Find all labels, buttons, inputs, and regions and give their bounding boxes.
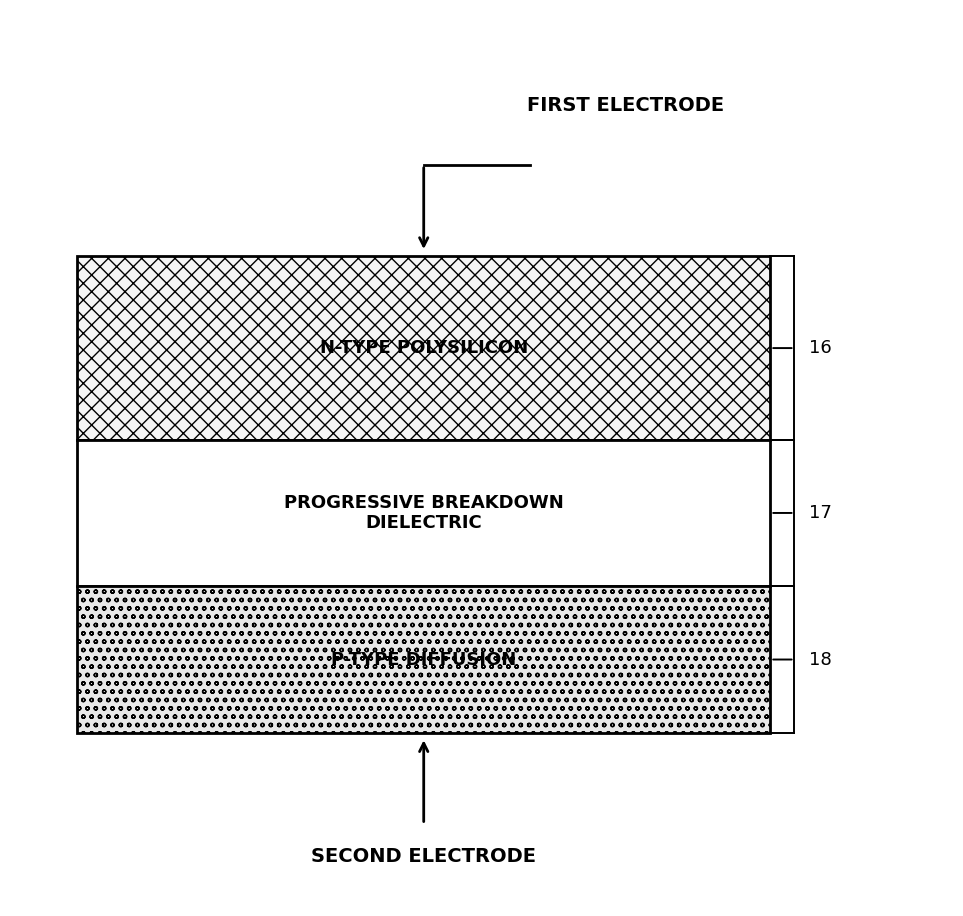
Text: N-TYPE POLYSILICON: N-TYPE POLYSILICON xyxy=(320,339,528,357)
Bar xyxy=(77,440,770,586)
Bar xyxy=(77,256,770,440)
Bar xyxy=(77,586,770,733)
Text: SECOND ELECTRODE: SECOND ELECTRODE xyxy=(311,847,536,866)
Text: PROGRESSIVE BREAKDOWN
DIELECTRIC: PROGRESSIVE BREAKDOWN DIELECTRIC xyxy=(284,494,563,532)
Text: 17: 17 xyxy=(809,504,832,522)
Text: P-TYPE DIFFUSION: P-TYPE DIFFUSION xyxy=(331,650,516,669)
Text: 16: 16 xyxy=(809,339,832,357)
Text: FIRST ELECTRODE: FIRST ELECTRODE xyxy=(528,96,724,114)
Text: 18: 18 xyxy=(809,650,832,669)
